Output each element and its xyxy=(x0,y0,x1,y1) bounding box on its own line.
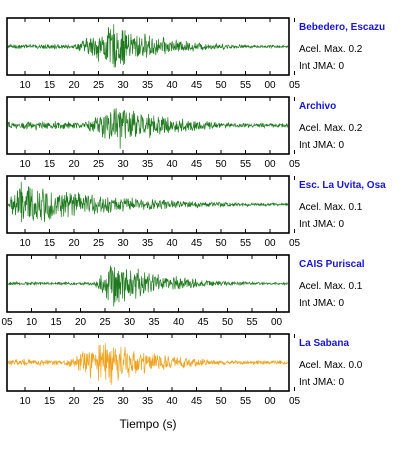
x-tick-label: 35 xyxy=(148,317,160,328)
waveform-trace xyxy=(7,24,289,68)
x-tick-label: 30 xyxy=(117,159,129,170)
x-tick-label: 20 xyxy=(68,396,80,407)
max-acceleration-label: Acel. Max. 0.0 xyxy=(299,360,363,371)
x-tick-label: 10 xyxy=(19,159,31,170)
x-tick-label: 25 xyxy=(99,317,111,328)
x-tick-label: 35 xyxy=(142,396,154,407)
station-panel: 05 10 15 20 25 30 35 40 45 50 55 00 xyxy=(1,254,290,328)
station-info: Bebedero, Escazu Acel. Max. 0.2 Int JMA: 0 xyxy=(299,22,385,72)
station-panel: 10 15 20 25 30 35 40 45 50 55 00 05 xyxy=(6,96,301,170)
x-tick-label: 05 xyxy=(289,238,301,249)
station-name: Archivo xyxy=(299,101,337,112)
x-tick-label: 50 xyxy=(215,238,227,249)
x-tick-label: 35 xyxy=(142,159,154,170)
x-tick-label: 50 xyxy=(215,159,227,170)
x-tick-label: 00 xyxy=(264,159,276,170)
station-info: Esc. La Uvita, Osa Acel. Max. 0.1 Int JMA:… xyxy=(299,180,386,230)
x-tick-label: 35 xyxy=(142,238,154,249)
station-info: CAIS Puriscal Acel. Max. 0.1 Int JMA: 0 xyxy=(299,259,365,309)
x-tick-label: 00 xyxy=(264,80,276,91)
x-tick-label: 45 xyxy=(191,396,203,407)
jma-intensity-label: Int JMA: 0 xyxy=(299,219,345,230)
x-tick-label: 40 xyxy=(173,317,185,328)
x-tick-label: 15 xyxy=(50,317,62,328)
station-panel: 10 15 20 25 30 35 40 45 50 55 00 05 xyxy=(6,333,301,407)
station-name: Esc. La Uvita, Osa xyxy=(299,180,386,191)
waveform-trace xyxy=(7,343,289,385)
x-tick-label: 30 xyxy=(124,317,136,328)
x-tick-label: 45 xyxy=(191,80,203,91)
max-acceleration-label: Acel. Max. 0.1 xyxy=(299,281,363,292)
station-name: Bebedero, Escazu xyxy=(299,22,386,33)
x-tick-label: 20 xyxy=(75,317,87,328)
x-tick-label: 15 xyxy=(44,80,56,91)
x-tick-label: 30 xyxy=(117,238,129,249)
waveform-trace xyxy=(7,265,289,307)
x-tick-label: 50 xyxy=(215,396,227,407)
x-tick-label: 05 xyxy=(289,159,301,170)
x-tick-label: 25 xyxy=(93,80,105,91)
x-tick-label: 00 xyxy=(264,396,276,407)
x-tick-label: 05 xyxy=(289,80,301,91)
x-tick-label: 05 xyxy=(289,396,301,407)
x-tick-label: 55 xyxy=(240,159,252,170)
jma-intensity-label: Int JMA: 0 xyxy=(299,377,345,388)
x-tick-label: 55 xyxy=(246,317,258,328)
x-axis-label: Tiempo (s) xyxy=(120,417,177,431)
station-info: La Sabana Acel. Max. 0.0 Int JMA: 0 xyxy=(299,338,362,388)
x-tick-label: 00 xyxy=(271,317,283,328)
station-panel: 10 15 20 25 30 35 40 45 50 55 00 05 xyxy=(6,17,301,91)
x-tick-label: 20 xyxy=(68,159,80,170)
x-tick-label: 20 xyxy=(68,80,80,91)
panels-group: 10 15 20 25 30 35 40 45 50 55 00 05 10 15 20 25 30 35 40 45… xyxy=(1,17,301,407)
x-tick-label: 05 xyxy=(1,317,13,328)
max-acceleration-label: Acel. Max. 0.2 xyxy=(299,123,363,134)
station-name: La Sabana xyxy=(299,338,350,349)
waveform-trace xyxy=(7,181,289,223)
x-tick-label: 10 xyxy=(26,317,38,328)
x-tick-label: 10 xyxy=(19,80,31,91)
x-tick-label: 50 xyxy=(215,80,227,91)
max-acceleration-label: Acel. Max. 0.1 xyxy=(299,202,363,213)
x-tick-label: 30 xyxy=(117,396,129,407)
x-tick-label: 40 xyxy=(166,80,178,91)
x-tick-label: 45 xyxy=(191,159,203,170)
x-tick-label: 20 xyxy=(68,238,80,249)
x-tick-label: 15 xyxy=(44,396,56,407)
x-tick-label: 35 xyxy=(142,80,154,91)
x-tick-label: 55 xyxy=(240,396,252,407)
x-tick-label: 40 xyxy=(166,238,178,249)
x-tick-label: 45 xyxy=(191,238,203,249)
x-tick-label: 15 xyxy=(44,159,56,170)
jma-intensity-label: Int JMA: 0 xyxy=(299,61,345,72)
x-tick-label: 10 xyxy=(19,238,31,249)
x-tick-label: 25 xyxy=(93,238,105,249)
x-tick-label: 40 xyxy=(166,159,178,170)
jma-intensity-label: Int JMA: 0 xyxy=(299,298,345,309)
x-tick-label: 15 xyxy=(44,238,56,249)
station-panel: 10 15 20 25 30 35 40 45 50 55 00 05 xyxy=(6,175,301,249)
x-tick-label: 30 xyxy=(117,80,129,91)
x-tick-label: 50 xyxy=(222,317,234,328)
jma-intensity-label: Int JMA: 0 xyxy=(299,140,345,151)
max-acceleration-label: Acel. Max. 0.2 xyxy=(299,44,363,55)
station-name: CAIS Puriscal xyxy=(299,259,365,270)
x-tick-label: 00 xyxy=(264,238,276,249)
x-tick-label: 25 xyxy=(93,159,105,170)
station-info: Archivo Acel. Max. 0.2 Int JMA: 0 xyxy=(299,101,362,151)
x-tick-label: 40 xyxy=(166,396,178,407)
panel-frame xyxy=(6,254,290,313)
x-tick-label: 55 xyxy=(240,238,252,249)
waveform-trace xyxy=(7,108,289,149)
x-tick-label: 45 xyxy=(197,317,209,328)
x-tick-label: 10 xyxy=(19,396,31,407)
x-tick-label: 25 xyxy=(93,396,105,407)
x-tick-label: 55 xyxy=(240,80,252,91)
